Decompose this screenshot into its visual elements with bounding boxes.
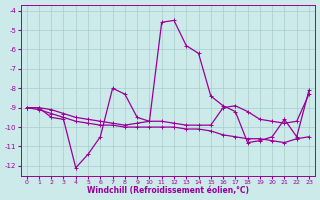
X-axis label: Windchill (Refroidissement éolien,°C): Windchill (Refroidissement éolien,°C) [87, 186, 249, 195]
